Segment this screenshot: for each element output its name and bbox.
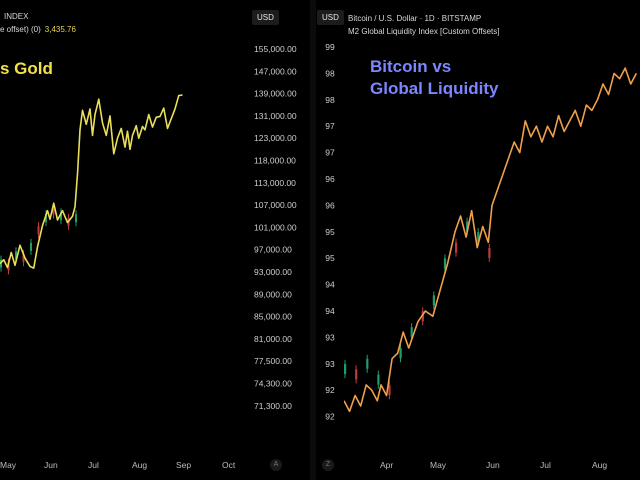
right-y-tick: 96 — [325, 200, 335, 210]
right-candle — [477, 232, 480, 243]
right-x-tick: Jul — [540, 460, 551, 470]
right-header-line2: M2 Global Liquidity Index [Custom Offset… — [348, 27, 500, 36]
right-candle — [344, 364, 347, 375]
left-y-tick: 118,000.00 — [254, 156, 296, 166]
left-y-tick: 101,000.00 — [254, 222, 297, 232]
right-y-tick: 95 — [325, 227, 335, 237]
right-x-axis: Apr May Jun Jul Aug — [380, 460, 607, 470]
left-header-line2: e offset) (0) 3,435.76 — [0, 25, 76, 34]
left-y-tick: 131,000.00 — [254, 111, 297, 121]
right-candle — [466, 221, 469, 232]
left-y-tick: 147,000.00 — [254, 66, 297, 76]
right-candle — [377, 374, 380, 385]
right-y-tick: 93 — [325, 332, 335, 342]
right-y-tick: 96 — [325, 174, 335, 184]
left-usd-label[interactable]: USD — [252, 10, 279, 25]
left-header-value: 3,435.76 — [44, 25, 76, 34]
left-plot-area[interactable] — [0, 0, 248, 450]
left-header-text: e offset) (0) — [0, 25, 41, 34]
left-x-tick: May — [0, 460, 17, 470]
left-candle — [60, 212, 62, 221]
right-candle — [388, 385, 391, 396]
left-y-axis: 155,000.00 147,000.00 139,000.00 131,000.00… — [254, 44, 297, 411]
right-y-tick: 99 — [325, 42, 335, 52]
right-x-tick: Aug — [592, 460, 607, 470]
left-y-tick: 77,500.00 — [254, 356, 292, 366]
left-candle — [37, 226, 40, 235]
right-y-axis-panel[interactable]: USD 99 98 98 97 97 96 96 95 95 94 94 93 93 92 92 Z — [316, 0, 344, 480]
left-chart-title: s Gold — [0, 59, 53, 78]
right-candle — [366, 358, 369, 369]
left-y-tick: 71,300.00 — [254, 401, 292, 411]
right-y-tick: 97 — [325, 148, 335, 158]
right-header-line1: Bitcoin / U.S. Dollar · 1D · BITSTAMP — [348, 14, 482, 23]
left-header-line1: INDEX — [4, 12, 29, 21]
left-x-tick: Jun — [44, 460, 58, 470]
right-x-tick: Jun — [486, 460, 500, 470]
right-candle — [399, 348, 402, 359]
right-y-tick: 94 — [325, 306, 335, 316]
right-y-tick: 92 — [325, 385, 335, 395]
left-axis-auto-button[interactable]: A — [270, 459, 282, 471]
left-x-tick: Sep — [176, 460, 191, 470]
right-chart-title: Bitcoin vs Global Liquidity — [370, 57, 499, 98]
left-y-tick: 93,000.00 — [254, 267, 292, 277]
left-candle — [45, 214, 47, 223]
right-y-tick: 94 — [325, 280, 335, 290]
left-x-tick: Aug — [132, 460, 147, 470]
left-candle — [30, 242, 32, 251]
right-axis-button[interactable]: Z — [322, 459, 334, 471]
right-candle — [421, 311, 424, 322]
left-y-tick: 74,300.00 — [254, 379, 292, 389]
left-y-tick: 85,000.00 — [254, 312, 292, 322]
right-y-axis: 99 98 98 97 97 96 96 95 95 94 94 93 93 92 92 — [325, 42, 335, 422]
right-candle — [410, 327, 413, 338]
right-candle — [443, 258, 447, 269]
left-x-tick: Oct — [222, 460, 236, 470]
left-candle — [22, 254, 25, 263]
gold-chart-panel[interactable]: INDEX e offset) (0) 3,435.76 s Gold May Ju… — [0, 0, 248, 480]
left-y-tick: 97,000.00 — [254, 245, 292, 255]
left-candle — [52, 206, 55, 215]
left-y-tick: 107,000.00 — [254, 200, 297, 210]
right-y-tick: 92 — [325, 412, 335, 422]
left-x-tick: Jul — [88, 460, 99, 470]
right-series-line — [344, 67, 638, 413]
right-y-tick: 98 — [325, 95, 335, 105]
btc-liquidity-chart-panel[interactable]: Bitcoin / U.S. Dollar · 1D · BITSTAMP M2… — [344, 0, 640, 480]
right-x-tick: May — [430, 460, 447, 470]
right-y-tick: 97 — [325, 121, 335, 131]
right-candle — [432, 295, 435, 306]
right-candle — [455, 242, 458, 253]
left-y-tick: 89,000.00 — [254, 289, 292, 299]
right-usd-label[interactable]: USD — [317, 10, 344, 25]
left-candle — [75, 214, 77, 223]
left-y-axis-panel[interactable]: USD 155,000.00 147,000.00 139,000.00 131,00… — [248, 0, 310, 480]
right-y-tick: 95 — [325, 253, 335, 263]
left-y-tick: 139,000.00 — [254, 89, 297, 99]
left-candle — [15, 251, 17, 260]
left-y-tick: 155,000.00 — [254, 44, 297, 54]
right-y-tick: 98 — [325, 68, 335, 78]
left-series-line — [0, 94, 183, 269]
left-y-tick: 81,000.00 — [254, 334, 292, 344]
right-candle — [488, 247, 491, 258]
panel-divider[interactable] — [310, 0, 316, 480]
right-plot-area[interactable] — [344, 0, 640, 450]
right-y-tick: 93 — [325, 359, 335, 369]
right-candle — [355, 369, 358, 380]
right-x-tick: Apr — [380, 460, 393, 470]
left-x-axis: May Jun Jul Aug Sep Oct — [0, 460, 236, 470]
left-y-tick: 123,000.00 — [254, 133, 297, 143]
left-y-tick: 113,000.00 — [254, 178, 296, 188]
